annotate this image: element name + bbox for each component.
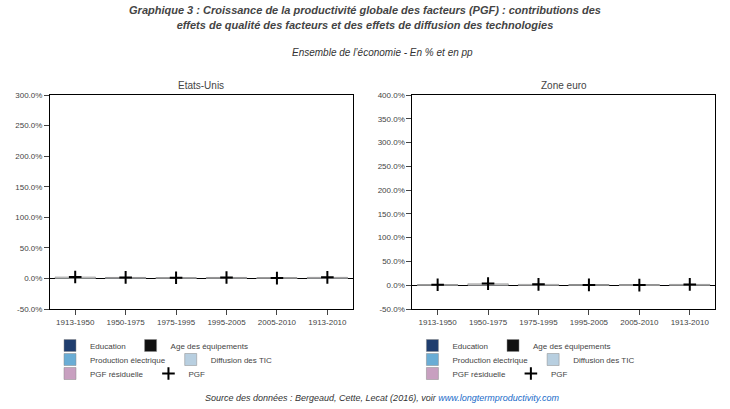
svg-text:-50.0%: -50.0% [17, 305, 42, 314]
svg-text:1995-2005: 1995-2005 [570, 318, 609, 327]
svg-text:PGF: PGF [551, 370, 568, 379]
svg-text:1913-1950: 1913-1950 [419, 318, 458, 327]
svg-text:350.0%: 350.0% [378, 115, 405, 124]
svg-text:1975-1995: 1975-1995 [157, 318, 196, 327]
svg-text:300.0%: 300.0% [378, 138, 405, 147]
svg-text:PGF: PGF [188, 370, 205, 379]
svg-text:Production électrique: Production électrique [452, 356, 528, 365]
svg-text:Education: Education [452, 342, 488, 351]
svg-text:1950-1975: 1950-1975 [469, 318, 508, 327]
svg-text:50.0%: 50.0% [382, 257, 405, 266]
svg-text:2005-2010: 2005-2010 [258, 318, 297, 327]
svg-text:1995-2005: 1995-2005 [207, 318, 246, 327]
svg-text:Diffusion des TIC: Diffusion des TIC [573, 356, 634, 365]
svg-text:1913-2010: 1913-2010 [671, 318, 710, 327]
svg-text:PGF résiduelle: PGF résiduelle [452, 370, 505, 379]
svg-text:1913-1950: 1913-1950 [56, 318, 95, 327]
svg-text:Source des données : Bergeaud,: Source des données : Bergeaud, Cette, Le… [205, 393, 560, 403]
svg-text:Age des équipements: Age des équipements [171, 342, 248, 351]
svg-text:Production électrique: Production électrique [90, 356, 166, 365]
svg-text:Diffusion des TIC: Diffusion des TIC [211, 356, 272, 365]
svg-text:100.0%: 100.0% [15, 213, 42, 222]
svg-text:Ensemble de l’économie - En %: Ensemble de l’économie - En % et en pp [292, 47, 473, 58]
svg-text:0.0%: 0.0% [387, 281, 405, 290]
svg-text:Zone euro: Zone euro [541, 80, 587, 91]
svg-text:PGF résiduelle: PGF résiduelle [90, 370, 143, 379]
svg-text:100.0%: 100.0% [378, 233, 405, 242]
svg-text:200.0%: 200.0% [378, 186, 405, 195]
svg-text:Etats-Unis: Etats-Unis [178, 80, 224, 91]
svg-text:400.0%: 400.0% [378, 91, 405, 100]
svg-text:150.0%: 150.0% [15, 183, 42, 192]
svg-text:150.0%: 150.0% [378, 210, 405, 219]
svg-text:1913-2010: 1913-2010 [308, 318, 347, 327]
svg-text:2005-2010: 2005-2010 [620, 318, 659, 327]
svg-text:-50.0%: -50.0% [379, 305, 404, 314]
svg-text:50.0%: 50.0% [20, 244, 43, 253]
svg-text:Graphique 3 : Croissance de la: Graphique 3 : Croissance de la productiv… [129, 4, 601, 30]
svg-text:0.0%: 0.0% [24, 274, 42, 283]
svg-text:Education: Education [90, 342, 126, 351]
svg-text:250.0%: 250.0% [15, 121, 42, 130]
svg-text:1950-1975: 1950-1975 [107, 318, 146, 327]
svg-text:250.0%: 250.0% [378, 162, 405, 171]
svg-text:300.0%: 300.0% [15, 91, 42, 100]
svg-text:1975-1995: 1975-1995 [519, 318, 558, 327]
svg-text:Age des équipements: Age des équipements [533, 342, 610, 351]
svg-text:200.0%: 200.0% [15, 152, 42, 161]
